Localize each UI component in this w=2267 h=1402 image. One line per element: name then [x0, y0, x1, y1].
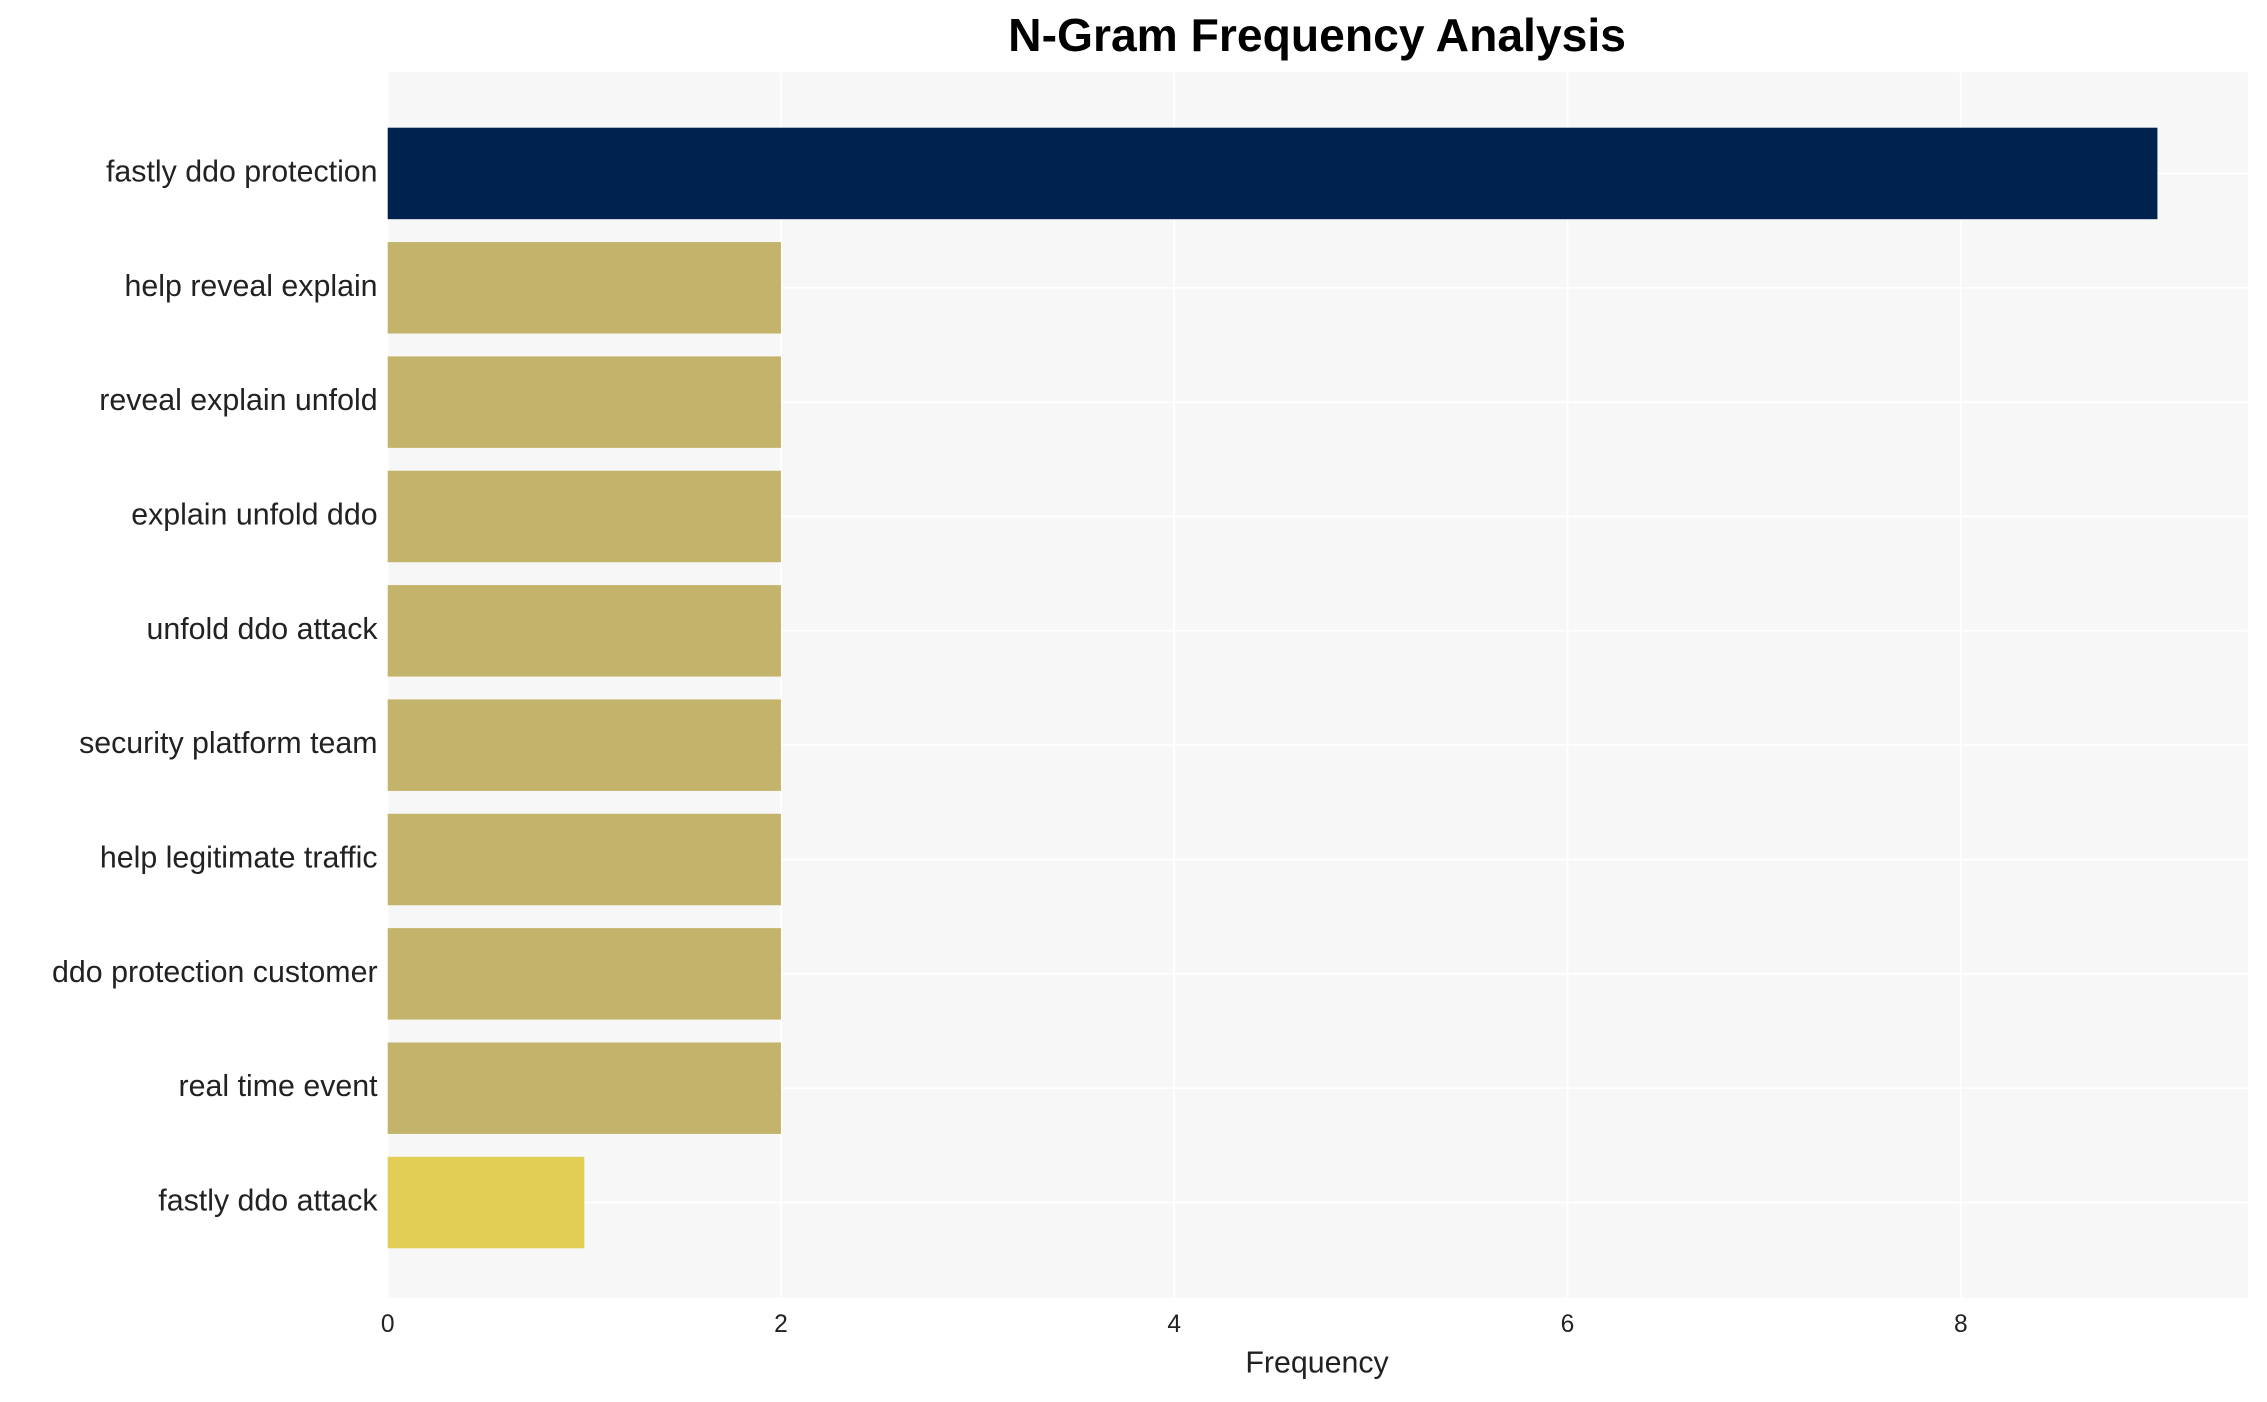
x-tick-label: 6 [1561, 1311, 1575, 1338]
y-tick-label: fastly ddo attack [158, 1185, 378, 1218]
bar [387, 813, 781, 906]
y-tick-label: help reveal explain [125, 270, 378, 303]
x-tick-label: 8 [1954, 1311, 1968, 1338]
y-tick-label: fastly ddo protection [106, 155, 378, 188]
x-axis-label: Frequency [1245, 1346, 1389, 1379]
y-tick-label: ddo protection customer [52, 956, 378, 989]
y-tick-label: security platform team [79, 727, 377, 760]
bar [387, 470, 781, 563]
bar [387, 699, 781, 791]
x-tick-label: 4 [1167, 1311, 1181, 1338]
bar [387, 127, 2158, 220]
bar [387, 1042, 781, 1134]
bar [387, 585, 781, 677]
bar [387, 1156, 585, 1249]
chart-title: N-Gram Frequency Analysis [1008, 9, 1626, 61]
y-tick-label: real time event [179, 1070, 379, 1103]
y-tick-label: help legitimate traffic [100, 842, 378, 875]
bar [387, 356, 781, 448]
bar [387, 928, 781, 1020]
y-tick-label: reveal explain unfold [99, 384, 377, 417]
x-tick-label: 0 [381, 1311, 395, 1338]
y-tick-label: unfold ddo attack [146, 613, 378, 646]
x-tick-label: 2 [774, 1311, 788, 1338]
y-tick-label: explain unfold ddo [131, 498, 377, 531]
bar [387, 242, 781, 334]
